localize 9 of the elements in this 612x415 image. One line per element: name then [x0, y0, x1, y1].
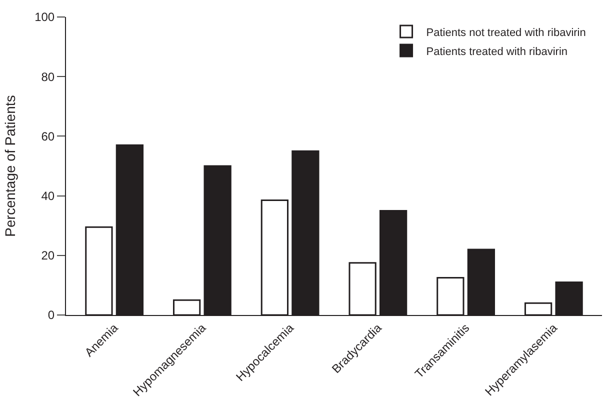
y-tick-label: 100	[34, 10, 55, 24]
legend-label: Patients not treated with ribavirin	[426, 26, 586, 39]
legend-label: Patients treated with ribavirin	[426, 46, 568, 58]
y-tick-label: 60	[41, 129, 55, 144]
y-axis-title: Percentage of Patients	[2, 95, 18, 237]
y-tick-label: 80	[41, 70, 55, 84]
y-tick-label: 40	[41, 189, 55, 203]
y-tick-label: 0	[48, 308, 55, 322]
y-tick-label: 20	[41, 248, 55, 263]
